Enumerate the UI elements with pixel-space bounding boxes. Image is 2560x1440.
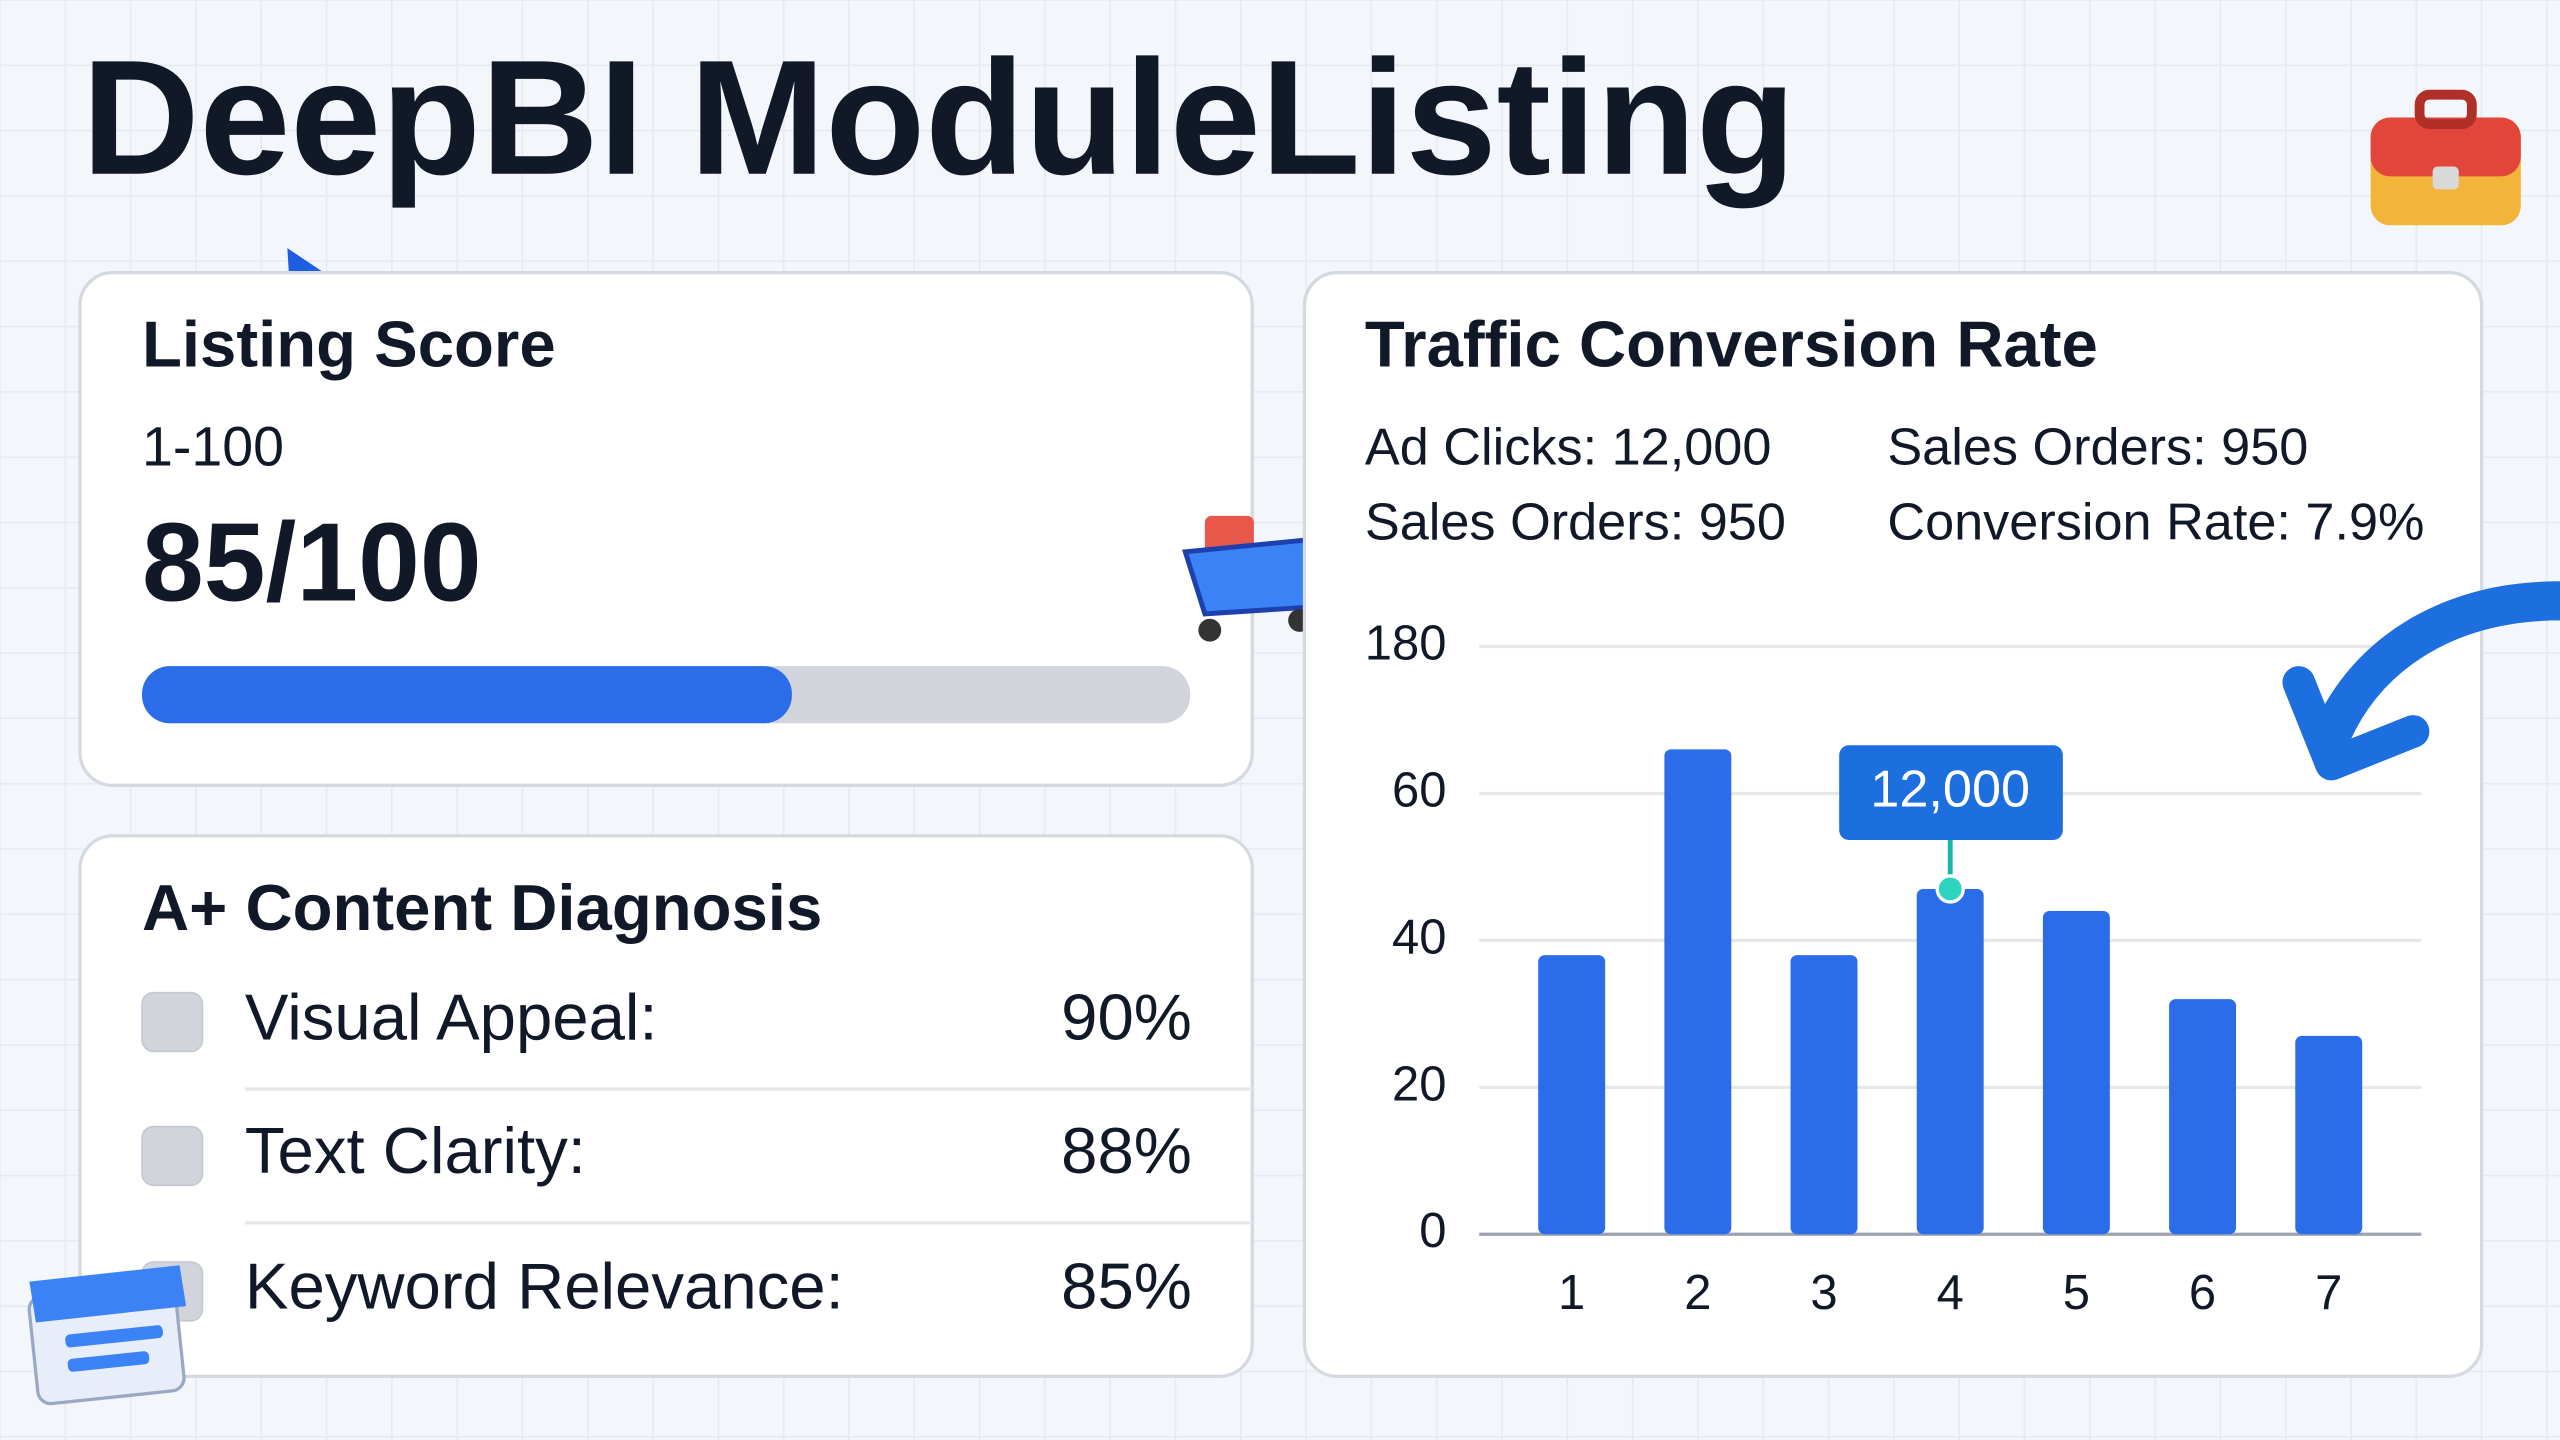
y-tick-label: 60 [1392, 763, 1446, 817]
stat: Conversion Rate: 7.9% [1887, 494, 2424, 552]
x-tick-label: 7 [2315, 1266, 2342, 1320]
x-tick-label: 6 [2189, 1266, 2216, 1320]
progress-fill [142, 666, 792, 724]
annotation-label: 12,000 [1870, 760, 2030, 818]
bar [1664, 749, 1732, 1235]
arrow-decoration [2311, 581, 2560, 755]
annotation-dot [1935, 874, 1965, 904]
bar [2169, 999, 2237, 1235]
item-value: 85% [1061, 1250, 1192, 1323]
bar [1538, 955, 1606, 1235]
y-tick-label: 40 [1392, 910, 1446, 964]
store-icon [27, 1265, 187, 1406]
x-tick-label: 3 [1810, 1266, 1837, 1320]
content-diagnosis-card [78, 834, 1254, 1378]
x-tick-label: 1 [1558, 1266, 1585, 1320]
y-tick-label: 0 [1419, 1204, 1446, 1258]
bar [1790, 955, 1858, 1235]
x-tick-label: 5 [2063, 1266, 2090, 1320]
card-title: Traffic Conversion Rate [1365, 308, 2098, 381]
score-range: 1-100 [142, 415, 284, 477]
arrow-head [2282, 666, 2430, 781]
score-value: 85/100 [142, 500, 482, 625]
bar [1916, 888, 1984, 1235]
bar [2042, 911, 2110, 1235]
bar [2295, 1035, 2363, 1235]
item-label: Keyword Relevance: [245, 1250, 844, 1323]
item-value: 88% [1061, 1114, 1192, 1187]
checkbox [141, 991, 204, 1053]
y-tick-label: 180 [1365, 616, 1447, 670]
x-tick-label: 2 [1684, 1266, 1711, 1320]
checkbox [141, 1125, 204, 1187]
item-value: 90% [1061, 980, 1192, 1053]
stat: Ad Clicks: 12,000 [1365, 418, 1771, 476]
y-tick-label: 20 [1392, 1057, 1446, 1111]
annotation-box [1839, 745, 2063, 840]
x-tick-label: 4 [1937, 1266, 1964, 1320]
stat: Sales Orders: 950 [1365, 494, 1786, 552]
page-title: DeepBI ModuleListing [82, 26, 1796, 209]
item-label: Text Clarity: [245, 1114, 586, 1187]
card-title: A+ Content Diagnosis [142, 871, 822, 944]
briefcase-icon [2370, 89, 2521, 226]
stat: Sales Orders: 950 [1887, 418, 2308, 476]
card-title: Listing Score [142, 308, 556, 381]
item-label: Visual Appeal: [245, 980, 658, 1053]
